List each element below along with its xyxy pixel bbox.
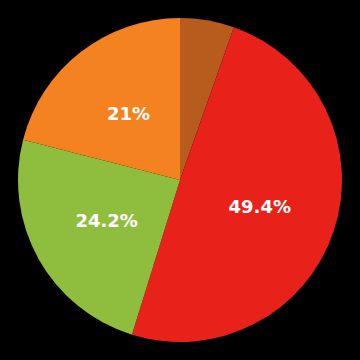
svg-text:49.4%: 49.4% xyxy=(228,196,290,217)
svg-text:21%: 21% xyxy=(107,103,150,124)
svg-text:24.2%: 24.2% xyxy=(75,210,137,231)
